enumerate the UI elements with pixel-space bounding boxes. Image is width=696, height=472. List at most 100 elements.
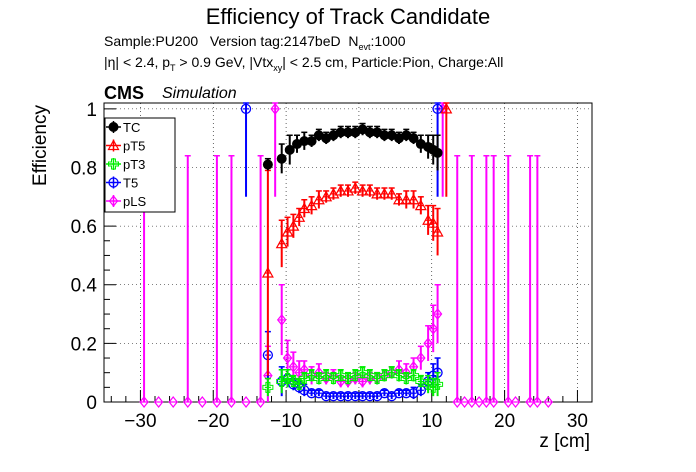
cuts-sub-2: xy: [273, 62, 283, 73]
data-point: [293, 378, 305, 390]
x-axis-title: z [cm]: [539, 431, 590, 452]
sample-label: Sample:PU200: [104, 33, 199, 49]
data-point: [385, 187, 398, 199]
data-point: [261, 266, 274, 278]
data-point: [284, 144, 295, 155]
data-point: [108, 195, 119, 207]
data-point: [459, 396, 470, 408]
x-tick-label: 20: [494, 411, 515, 432]
data-point: [212, 396, 222, 408]
legend-label-TC: TC: [123, 120, 140, 135]
data-point: [428, 322, 438, 335]
x-tick-label: −20: [197, 411, 229, 432]
nevt-prefix: N: [348, 33, 359, 49]
data-point: [305, 199, 318, 211]
data-point: [386, 390, 397, 402]
series-pT3: [262, 366, 444, 397]
data-point: [287, 219, 300, 231]
data-point: [525, 396, 535, 408]
x-tick-label: −30: [124, 411, 156, 432]
data-point: [432, 103, 443, 115]
data-point: [432, 147, 443, 158]
y-tick-label: 0.2: [71, 334, 97, 355]
y-tick-label: 0: [86, 393, 97, 414]
legend-label-T5: T5: [123, 176, 138, 191]
data-point: [241, 396, 251, 408]
data-point: [378, 187, 391, 199]
subtitle-line-1: Sample:PU200 Version tag:2147beD Nevt:10…: [104, 33, 406, 52]
data-point: [423, 337, 433, 350]
simulation-label: Simulation: [162, 85, 237, 102]
data-point: [306, 136, 317, 147]
plot-frame: [103, 102, 593, 403]
data-point: [427, 381, 439, 393]
subtitle-line-2: |η| < 2.4, pT > 0.9 GeV, |Vtxxy| < 2.5 c…: [104, 54, 503, 73]
chart-title: Efficiency of Track Candidate: [205, 4, 491, 29]
data-point: [503, 396, 514, 408]
data-point: [275, 237, 288, 249]
data-point: [240, 103, 252, 115]
legend-label-pLS: pLS: [123, 194, 146, 209]
data-point: [356, 184, 369, 196]
data-point: [281, 225, 294, 237]
data-point: [432, 308, 443, 321]
grid-lines: [104, 103, 592, 403]
data-point: [276, 153, 287, 164]
data-point: [108, 158, 119, 170]
data-point: [262, 159, 273, 170]
data-point: [414, 199, 427, 211]
legend-box: [104, 117, 176, 213]
data-point: [440, 102, 453, 114]
x-tick-label: 10: [421, 411, 442, 432]
data-point: [474, 396, 484, 408]
data-point: [108, 177, 119, 188]
data-point: [452, 396, 463, 408]
data-point: [357, 375, 368, 388]
series-T5: [240, 102, 443, 402]
data-point: [293, 211, 306, 222]
cuts-part-3: | < 2.5 cm, Particle:Pion, Charge:All: [282, 54, 504, 70]
data-point: [334, 184, 347, 196]
data-point: [276, 313, 287, 326]
cuts-part-2: > 0.9 GeV, |Vtx: [175, 54, 274, 70]
data-point: [255, 396, 266, 408]
data-point: [262, 381, 274, 393]
data-point: [270, 102, 280, 115]
cuts-part-1: |η| < 2.4, p: [104, 54, 171, 70]
data-point: [168, 396, 178, 408]
data-point: [363, 184, 376, 196]
legend-label-pT3: pT3: [123, 157, 145, 172]
data-point: [182, 396, 193, 408]
data-point: [422, 214, 435, 225]
data-point: [371, 390, 383, 402]
data-point: [107, 139, 120, 151]
data-point: [392, 193, 406, 205]
data-point: [108, 122, 119, 132]
y-tick-label: 0.6: [71, 217, 97, 238]
x-tick-label: −10: [270, 411, 302, 432]
legend: TC pT5 pT3 T5 pLS: [104, 117, 176, 213]
data-point: [349, 181, 362, 193]
data-point: [400, 193, 413, 205]
y-tick-label: 1: [86, 100, 97, 121]
data-point: [197, 396, 208, 408]
data-point: [532, 396, 543, 408]
data-point: [488, 396, 499, 408]
cms-label: CMS: [104, 83, 144, 103]
data-point: [371, 187, 384, 199]
data-point: [153, 396, 164, 408]
data-point: [543, 396, 554, 408]
data-point: [432, 378, 444, 390]
data-point: [139, 396, 149, 408]
y-tick-label: 0.4: [71, 276, 98, 297]
data-point: [467, 396, 477, 408]
y-axis-title: Efficiency: [30, 105, 51, 186]
data-point: [288, 360, 299, 373]
data-point: [282, 352, 293, 364]
data-point: [226, 396, 237, 408]
data-point: [427, 216, 440, 228]
cuts-sub-1: T: [170, 62, 176, 73]
legend-label-pT5: pT5: [123, 139, 145, 154]
